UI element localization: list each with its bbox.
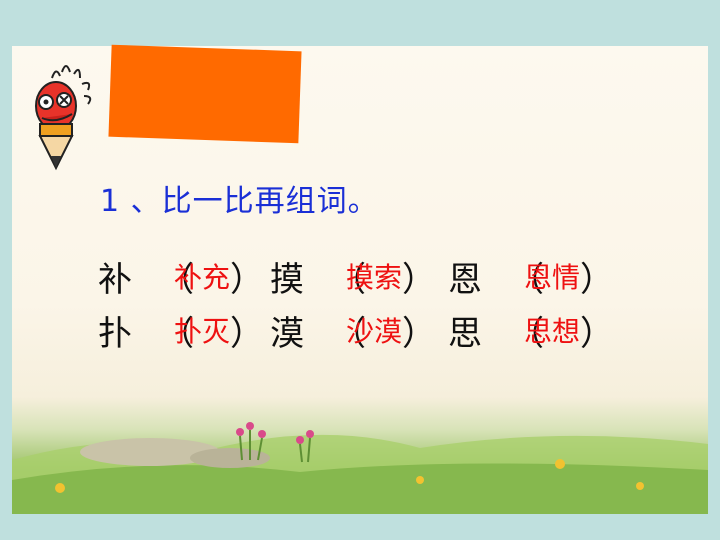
base-character: 思	[448, 314, 482, 354]
pencil-mascot-icon	[35, 65, 92, 171]
close-paren: ）	[230, 260, 264, 300]
base-character: 恩	[448, 260, 482, 300]
open-paren: （	[160, 314, 194, 354]
answer-word: 思想	[524, 315, 581, 348]
answer-word: 恩情	[524, 261, 581, 294]
base-character: 扑	[98, 314, 132, 354]
open-paren: （	[160, 260, 194, 300]
close-paren: ）	[402, 314, 436, 354]
answer-word: 沙漠	[346, 315, 403, 348]
close-paren: ）	[402, 260, 436, 300]
close-paren: ）	[230, 314, 264, 354]
answer-word: 补充	[174, 261, 231, 294]
exercise-heading: 1 、比一比再组词。	[100, 184, 379, 219]
open-paren: （	[510, 260, 544, 300]
close-paren: ）	[580, 260, 614, 300]
base-character: 补	[98, 260, 132, 300]
open-paren: （	[510, 314, 544, 354]
close-paren: ）	[580, 314, 614, 354]
base-character: 摸	[270, 260, 304, 300]
answer-word: 扑灭	[174, 315, 231, 348]
base-character: 漠	[270, 314, 304, 354]
answer-word: 摸索	[346, 261, 403, 294]
open-paren: （	[332, 260, 366, 300]
open-paren: （	[332, 314, 366, 354]
title-placeholder-box	[108, 44, 302, 144]
meadow-scenery	[12, 422, 708, 514]
